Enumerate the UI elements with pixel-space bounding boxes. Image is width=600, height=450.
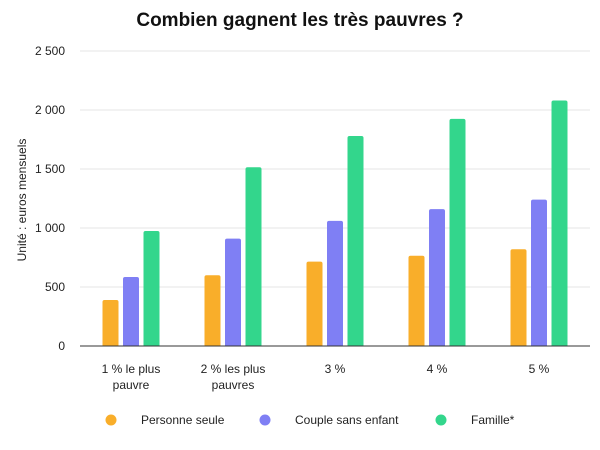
bar-couple-sans-enfant-1 [123,276,139,346]
legend-swatch [259,414,271,426]
y-tick-label: 2 500 [35,44,65,58]
y-tick-label: 1 000 [35,221,65,235]
bar-famille-3 [347,135,364,346]
bar-couple-sans-enfant-3 [327,220,343,346]
legend-label: Couple sans enfant [295,413,399,427]
bar-personne-seule-5 [510,249,527,346]
legend-swatch [435,414,447,426]
legend-item: Personne seule [105,413,225,427]
x-axis-categories: 1 % le plus pauvre 2 % les plus pauvres 3 % 4… [102,362,550,392]
y-tick-label: 2 000 [35,103,65,117]
y-axis-label: Unité : euros mensuels [15,139,29,262]
y-tick-label: 1 500 [35,162,65,176]
y-axis-ticks: 0 500 1 000 1 500 2 000 2 500 [35,44,65,353]
bar-couple-sans-enfant-5 [531,199,547,346]
bar-personne-seule-4 [408,255,425,346]
gridlines [80,50,590,288]
y-tick-label: 500 [45,280,65,294]
legend-label: Famille* [471,413,515,427]
x-tick-label: 2 % les plus pauvres [201,362,266,392]
bars [102,100,568,346]
legend-label: Personne seule [141,413,225,427]
bar-personne-seule-1 [102,299,119,346]
legend-item: Famille* [435,413,515,427]
bar-famille-2 [245,167,262,346]
bar-famille-5 [551,100,568,346]
bar-personne-seule-3 [306,261,323,346]
bar-couple-sans-enfant-2 [225,238,241,346]
bar-personne-seule-2 [204,275,221,346]
bar-famille-4 [449,118,466,346]
chart-title: Combien gagnent les très pauvres ? [136,10,463,31]
y-tick-label: 0 [58,339,65,353]
legend: Personne seule Couple sans enfant Famille* [105,413,515,427]
x-tick-label: 5 % [529,362,550,376]
bar-famille-1 [143,230,160,346]
bar-couple-sans-enfant-4 [429,209,445,346]
legend-swatch [105,414,117,426]
legend-item: Couple sans enfant [259,413,399,427]
x-tick-label: 1 % le plus pauvre [102,362,161,392]
x-tick-label: 4 % [427,362,448,376]
x-tick-label: 3 % [325,362,346,376]
